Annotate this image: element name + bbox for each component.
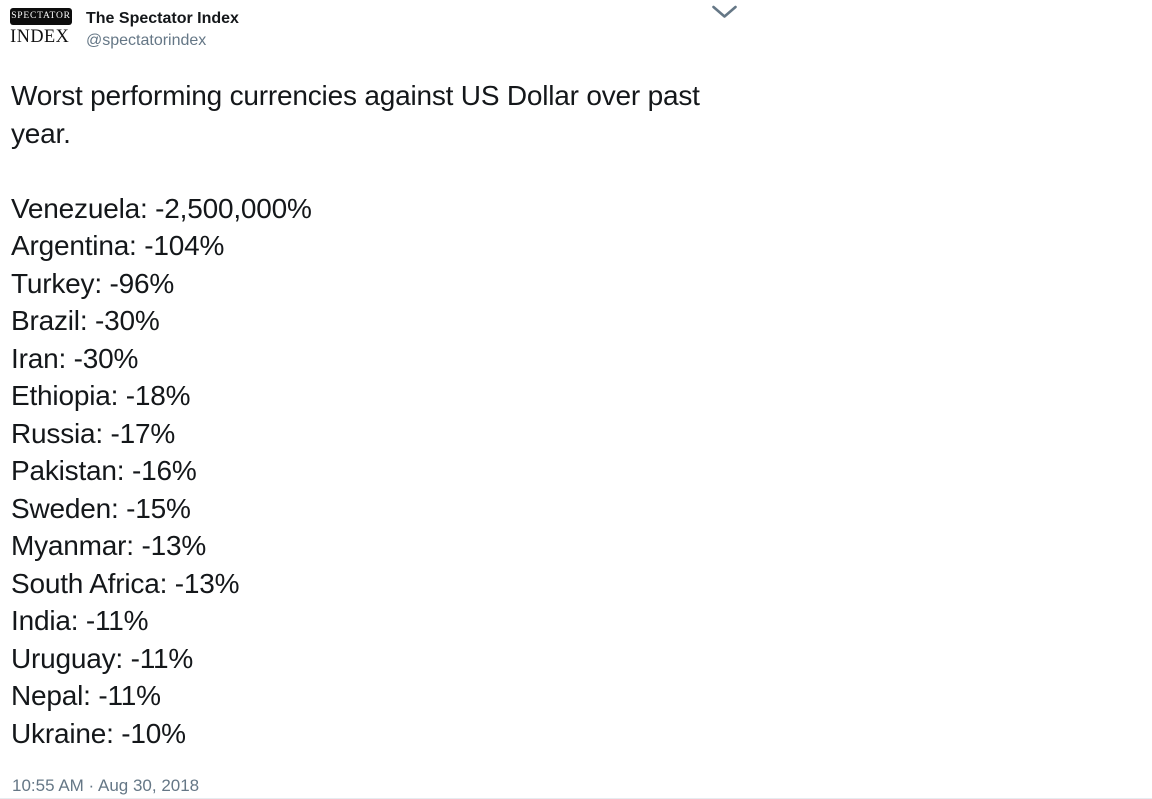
tweet-text-line: Ethiopia: -18% <box>11 380 191 411</box>
tweet-text-line: Iran: -30% <box>11 342 139 374</box>
tweet-timestamp: 10:55 AM · Aug 30, 2018 <box>12 776 200 795</box>
tweet-text-line: Uruguay: -11% <box>11 642 194 674</box>
tweet-text-line: India: -11% <box>11 605 149 636</box>
tweet-text-line: Pakistan: -16% <box>11 455 197 486</box>
avatar[interactable]: SPECTATOR INDEX <box>10 8 72 52</box>
tweet-text-line: Sweden: -15% <box>11 492 191 524</box>
author-block: The Spectator Index @spectatorindex <box>86 7 239 52</box>
tweet-text-line: South Africa: -13% <box>11 567 240 599</box>
tweet-text-line: Ukraine: -10% <box>11 717 186 749</box>
tweet-text-line: Brazil: -30% <box>11 305 160 336</box>
tweet-intro: Worst performing currencies against US D… <box>11 80 700 149</box>
author-handle[interactable]: @spectatorindex <box>86 32 207 49</box>
author-name[interactable]: The Spectator Index <box>86 10 239 27</box>
tweet-text: Worst performing currencies against US D… <box>11 77 741 752</box>
tweet-text-line: Turkey: -96% <box>11 267 175 299</box>
tweet-text-line: Argentina: -104% <box>11 230 225 261</box>
chevron-down-icon[interactable] <box>711 5 738 19</box>
tweet-header: SPECTATOR INDEX The Spectator Index @spe… <box>0 0 1152 51</box>
tweet-text-line: Russia: -17% <box>11 417 176 449</box>
spectator-logo-word: INDEX <box>10 26 70 47</box>
tweet-text-line: Venezuela: -2,500,000% <box>11 192 312 224</box>
spectator-logo-badge: SPECTATOR <box>10 8 72 25</box>
tweet-text-line: Myanmar: -13% <box>11 530 207 561</box>
tweet-text-line: Nepal: -11% <box>11 680 161 711</box>
